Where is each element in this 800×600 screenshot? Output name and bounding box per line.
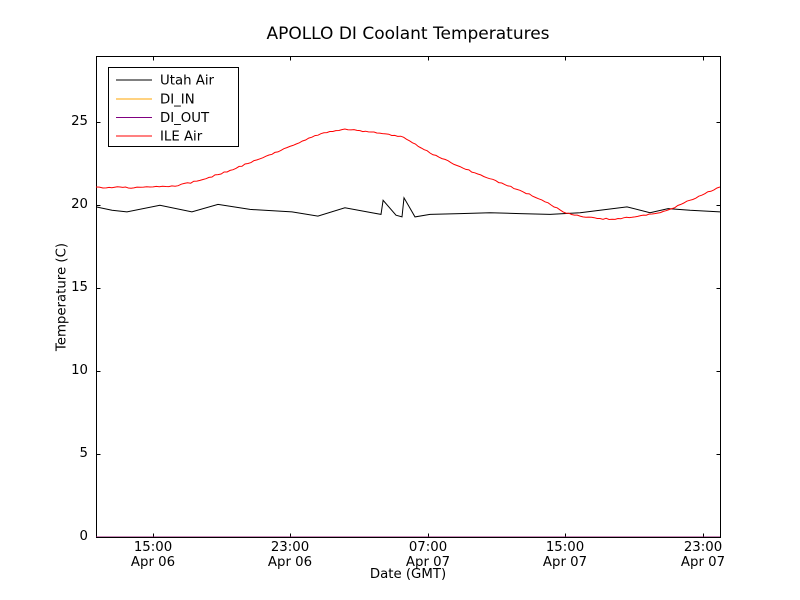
legend-box — [108, 67, 239, 147]
x-tick-date: Apr 06 — [130, 554, 176, 570]
series-line-ile-air — [96, 128, 720, 221]
y-axis-label: Temperature (C) — [54, 242, 70, 352]
x-tick-label: 15:00 Apr 06 — [130, 540, 176, 570]
x-tick-date: Apr 07 — [680, 554, 726, 570]
legend-label: DI_OUT — [160, 111, 210, 126]
x-tick-time: 07:00 — [408, 540, 448, 555]
y-tick-label: 15 — [71, 280, 88, 295]
x-tick-time: 15:00 — [545, 540, 585, 555]
y-tick-label: 0 — [79, 529, 88, 544]
y-tick-label: 25 — [71, 114, 88, 129]
x-tick-label: 23:00 Apr 07 — [680, 540, 726, 570]
x-axis-label: Date (GMT) — [369, 567, 447, 582]
legend-label: ILE Air — [160, 130, 203, 145]
x-tick-time: 23:00 — [683, 540, 723, 555]
x-tick-time: 15:00 — [133, 540, 173, 555]
axes-frame — [96, 56, 721, 538]
y-tick-label: 5 — [79, 446, 88, 461]
series-line-utah-air — [96, 196, 720, 218]
x-tick-time: 23:00 — [270, 540, 310, 555]
legend: Utah Air DI_IN DI_OUT ILE Air — [108, 67, 239, 147]
x-tick-date: Apr 07 — [405, 554, 451, 570]
x-tick-date: Apr 06 — [267, 554, 313, 570]
legend-label: DI_IN — [160, 93, 195, 108]
legend-label: Utah Air — [160, 74, 215, 89]
x-tick-label: 07:00 Apr 07 — [405, 540, 451, 570]
x-tick-label: 23:00 Apr 06 — [267, 540, 313, 570]
y-tick-label: 20 — [71, 197, 88, 212]
y-tick-label: 10 — [71, 363, 88, 378]
chart-title: APOLLO DI Coolant Temperatures — [266, 24, 550, 44]
x-tick-label: 15:00 Apr 07 — [542, 540, 588, 570]
x-tick-date: Apr 07 — [542, 554, 588, 570]
